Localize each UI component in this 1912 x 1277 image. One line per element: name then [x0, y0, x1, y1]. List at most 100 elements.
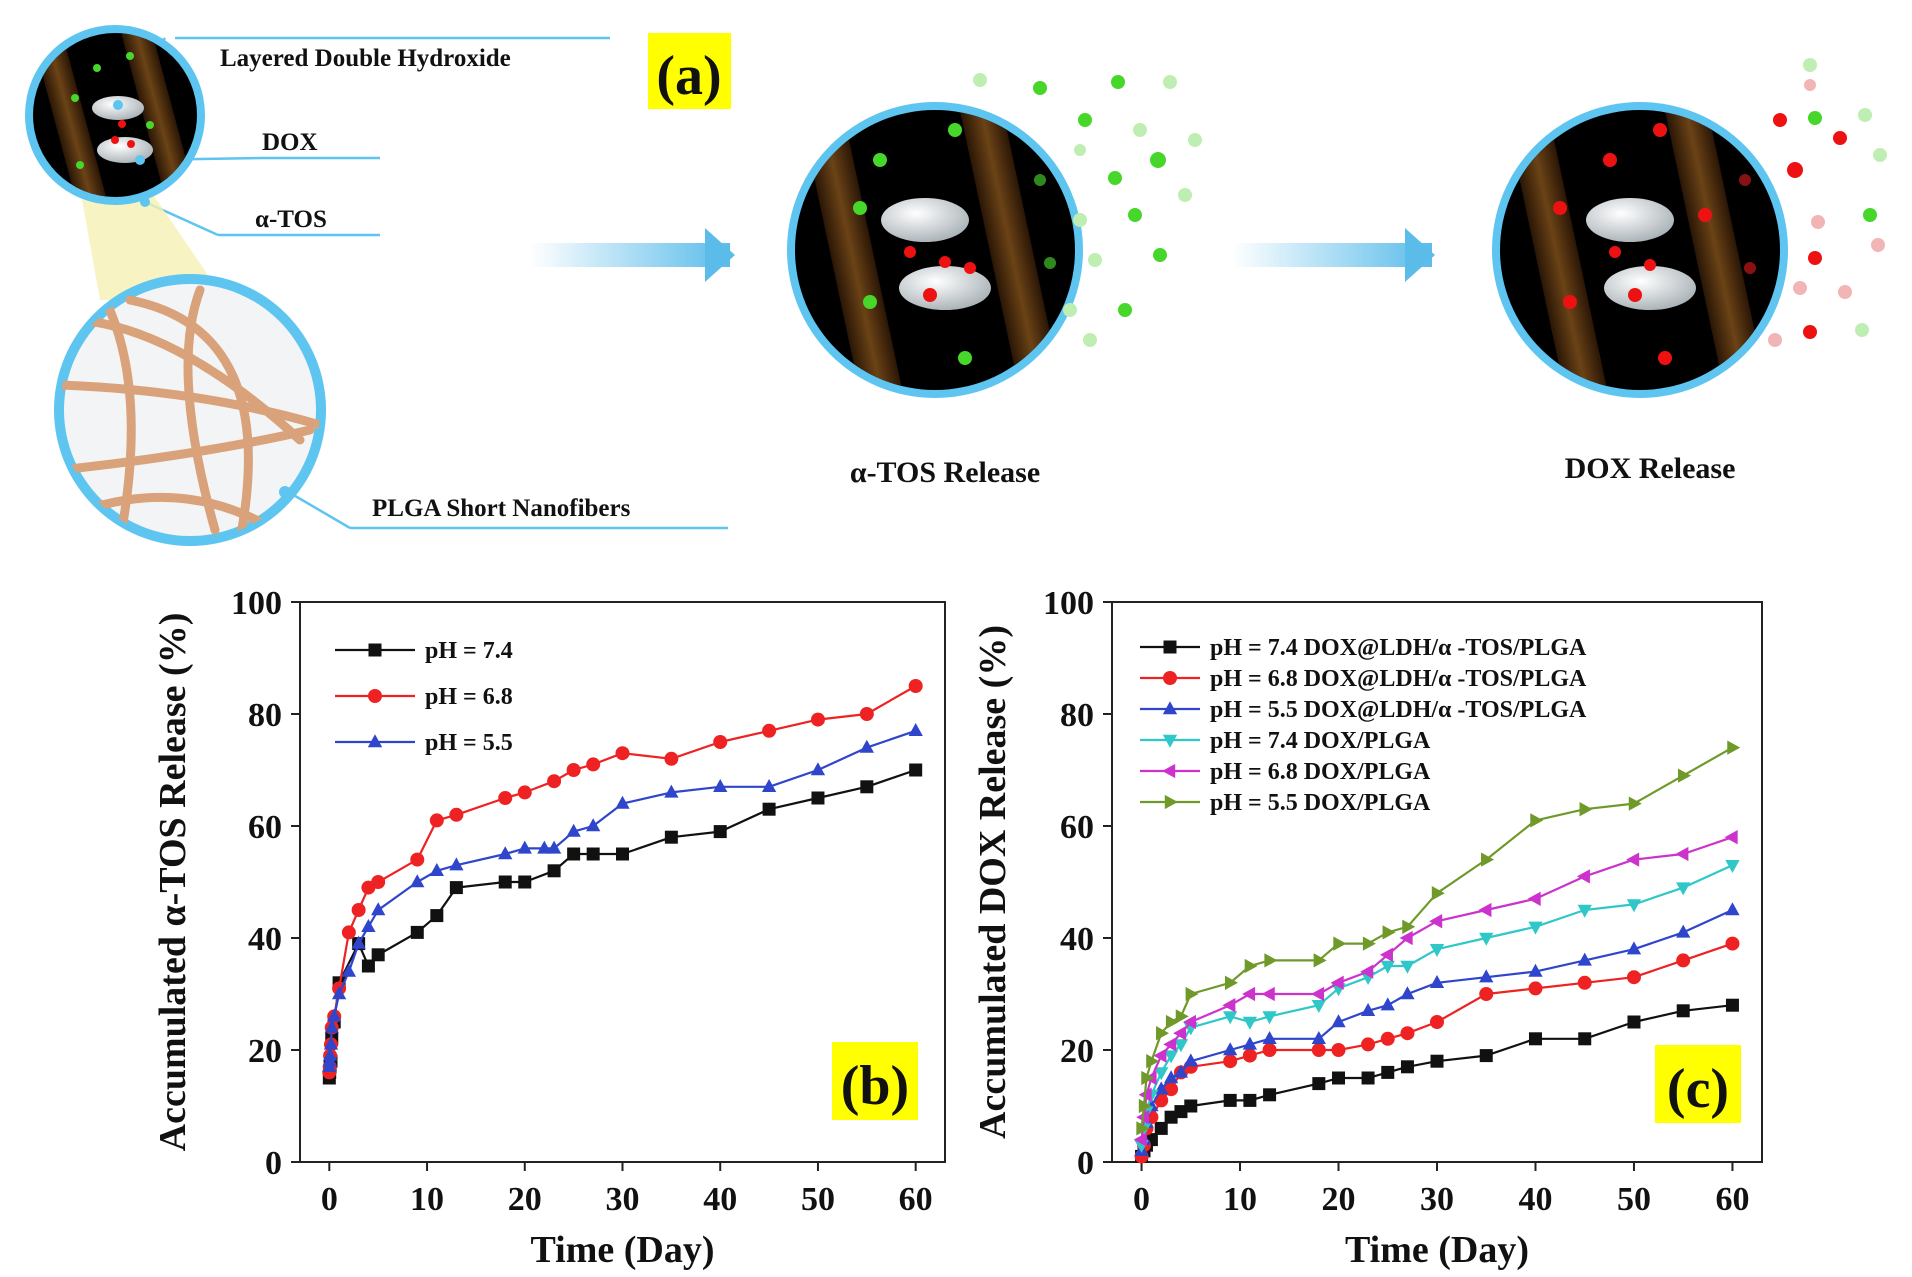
data-point	[1175, 1009, 1189, 1024]
label-dox: DOX	[262, 129, 318, 156]
data-point	[1479, 987, 1494, 1001]
legend-label: pH = 6.8 DOX@LDH/α -TOS/PLGA	[1210, 666, 1587, 692]
data-point	[616, 847, 629, 861]
data-point	[351, 903, 366, 917]
data-point	[1626, 852, 1640, 867]
data-point	[1312, 1077, 1326, 1091]
tos-particles	[973, 73, 1202, 347]
data-point	[1380, 960, 1395, 974]
panel-tag-bg	[832, 1042, 918, 1120]
legend-label: pH = 7.4 DOX@LDH/α -TOS/PLGA	[1210, 635, 1587, 661]
data-point	[1676, 1004, 1690, 1018]
data-point	[371, 875, 386, 889]
data-point	[1184, 1099, 1198, 1113]
dox-release-circle	[1492, 102, 1788, 398]
legend-marker	[368, 689, 382, 703]
data-point	[517, 785, 532, 800]
legend-marker	[1164, 794, 1178, 810]
panel-a-schematic: Layered Double Hydroxide DOX α-TOS PLGA …	[25, 25, 1887, 546]
data-point	[1133, 1132, 1147, 1147]
data-point	[1380, 1031, 1395, 1046]
tos-release-circle	[787, 102, 1083, 398]
data-point	[547, 864, 561, 878]
label-tos-release: α-TOS Release	[850, 456, 1040, 489]
data-point	[908, 723, 923, 736]
x-tick-label: 20	[508, 1181, 542, 1218]
y-tick-label: 100	[1043, 585, 1094, 622]
data-point	[430, 909, 444, 923]
data-point	[1429, 975, 1445, 988]
data-point	[1577, 904, 1592, 918]
legend-marker	[1162, 701, 1178, 715]
data-point	[410, 874, 425, 888]
data-point	[1479, 969, 1494, 983]
data-point	[1242, 986, 1256, 1002]
legend-label: pH = 5.5 DOX@LDH/α -TOS/PLGA	[1210, 697, 1587, 723]
data-point	[1313, 953, 1327, 968]
data-point	[1725, 902, 1740, 916]
data-point	[1156, 1026, 1170, 1041]
data-point	[322, 1047, 338, 1061]
data-point	[1223, 1042, 1238, 1056]
chart-b: 0 10 20 30 40 50 60 0 20 40 60 80 100 Time (Day) Accum…	[152, 585, 946, 1271]
label-plga: PLGA Short Nanofibers	[372, 495, 631, 522]
x-tick-label: 40	[1518, 1181, 1552, 1218]
panel-tag: (c)	[1667, 1058, 1729, 1120]
data-point	[1311, 1043, 1326, 1057]
data-point	[1400, 986, 1415, 1000]
y-tick-label: 80	[1060, 697, 1094, 734]
chart-c: 0 10 20 30 40 50 60 0 20 40 60 80 100 Time (Day) Accum…	[972, 585, 1763, 1271]
label-tos: α-TOS	[255, 206, 327, 233]
data-point	[1360, 1003, 1376, 1016]
data-point	[1627, 1015, 1641, 1029]
data-point	[1479, 1049, 1493, 1063]
data-point	[1173, 1026, 1187, 1041]
data-point	[1183, 1053, 1198, 1067]
data-point	[429, 863, 444, 876]
y-axis-label: Accumulated α-TOS Release (%)	[152, 613, 194, 1152]
plga-nanofiber-circle	[54, 274, 326, 546]
legend-label: pH = 7.4	[425, 638, 513, 664]
legend-marker	[1162, 734, 1178, 748]
series-1	[322, 763, 923, 1085]
data-point	[762, 723, 777, 738]
data-point	[1262, 1043, 1277, 1057]
legend-marker	[367, 734, 383, 748]
series-3	[1134, 902, 1740, 1156]
data-point	[1626, 941, 1642, 955]
series-line	[328, 768, 917, 1079]
x-tick-label: 60	[1715, 1181, 1749, 1218]
data-point	[1153, 1048, 1167, 1063]
data-point	[517, 840, 532, 854]
data-point	[567, 847, 581, 861]
data-point	[1331, 1043, 1346, 1057]
data-point	[1331, 1014, 1346, 1028]
data-point	[1154, 1067, 1169, 1081]
data-point	[498, 875, 512, 889]
series-line	[328, 729, 917, 1067]
data-point	[518, 875, 532, 889]
dox-particles	[1768, 58, 1887, 347]
data-point	[1138, 1098, 1152, 1114]
data-point	[1165, 1014, 1179, 1030]
data-point	[1727, 740, 1741, 755]
data-point	[664, 784, 679, 798]
data-point	[429, 813, 444, 828]
data-point	[351, 935, 366, 949]
y-tick-label: 0	[265, 1145, 282, 1182]
data-point	[371, 948, 385, 962]
x-tick-label: 10	[1223, 1181, 1257, 1218]
data-point	[1528, 1032, 1542, 1046]
y-tick-label: 20	[248, 1033, 282, 1070]
legend-label: pH = 6.8	[425, 684, 513, 710]
data-point	[1330, 975, 1344, 990]
series-6	[1136, 740, 1741, 1136]
data-point	[324, 1019, 339, 1033]
y-axis-label: Accumulated DOX Release (%)	[972, 625, 1014, 1139]
data-point	[1676, 924, 1691, 938]
label-ldh: Layered Double Hydroxide	[220, 45, 511, 72]
legend-marker	[368, 643, 382, 657]
data-point	[1379, 947, 1393, 962]
data-point	[1528, 921, 1543, 935]
